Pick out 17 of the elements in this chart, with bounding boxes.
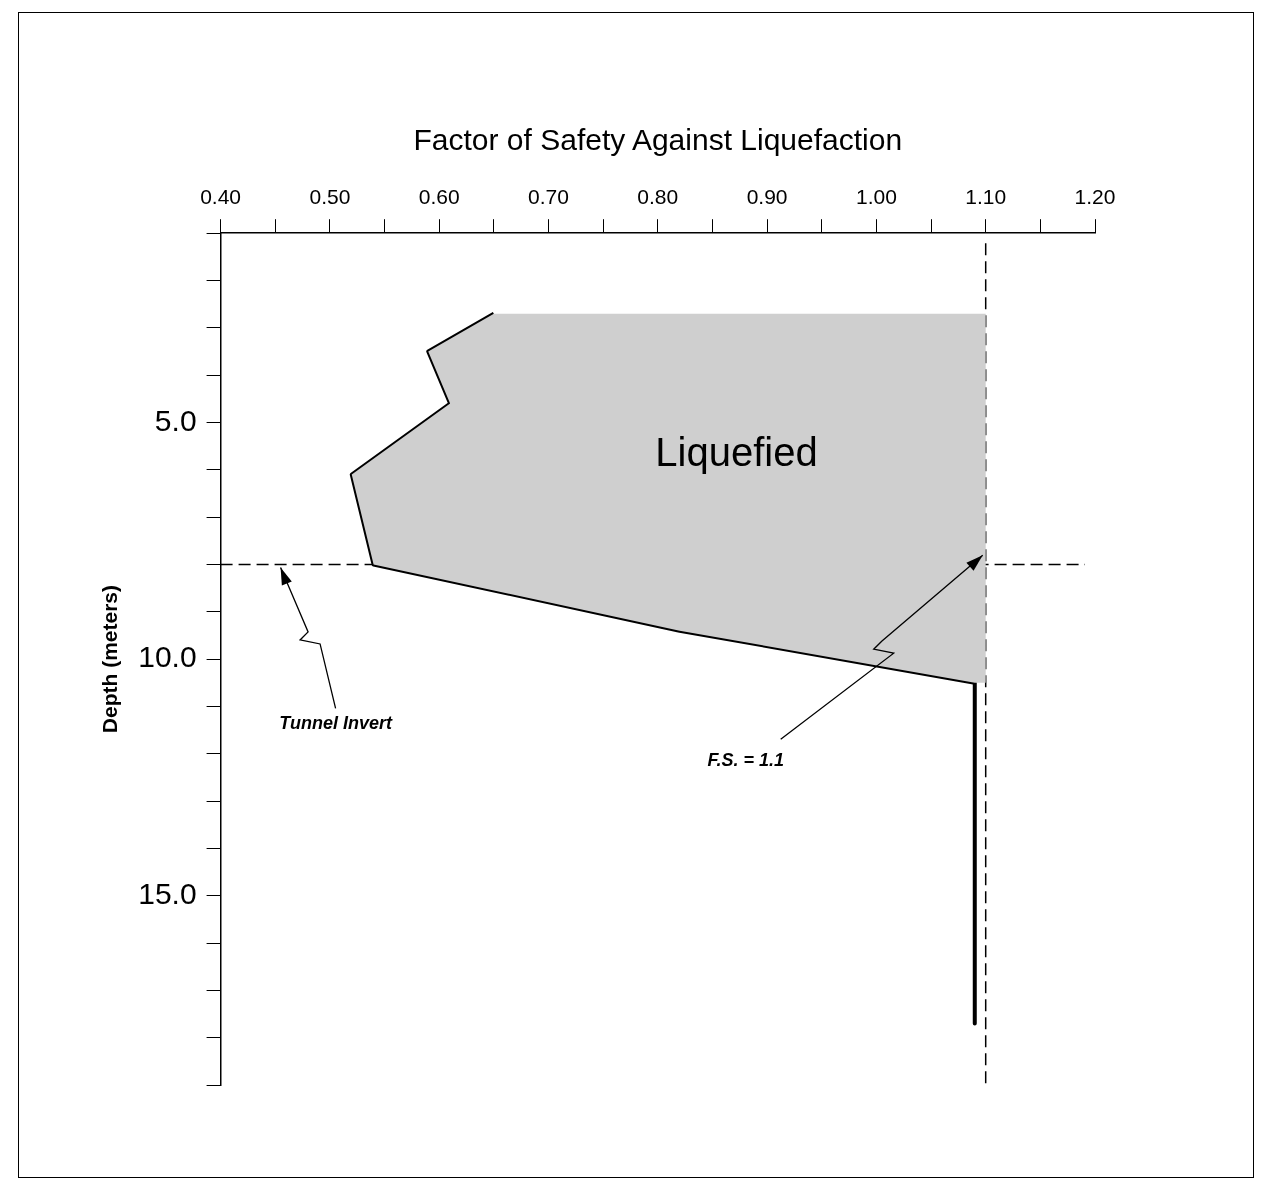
annotation: Liquefied [655, 429, 818, 474]
y-tick-label: 15.0 [138, 876, 197, 910]
x-tick-label: 0.80 [637, 185, 679, 209]
y-tick-label: 5.0 [154, 403, 197, 437]
ref-line-label: F.S. = 1.1 [707, 750, 784, 771]
x-tick-label: 1.00 [855, 185, 897, 209]
x-tick-label: 0.50 [309, 185, 351, 209]
ref-line-label: Tunnel Invert [279, 713, 393, 734]
y-tick-label: 10.0 [138, 640, 197, 674]
x-tick-label: 1.20 [1074, 185, 1116, 209]
x-tick-label: 0.60 [418, 185, 460, 209]
x-tick-label: 0.90 [746, 185, 788, 209]
x-tick-label: 0.70 [528, 185, 569, 209]
x-tick-label: 0.40 [200, 185, 242, 209]
x-tick-label: 1.10 [965, 185, 1007, 209]
y-axis-title: Depth (meters) [98, 585, 122, 734]
x-axis-title: Factor of Safety Against Liquefaction [413, 123, 903, 157]
